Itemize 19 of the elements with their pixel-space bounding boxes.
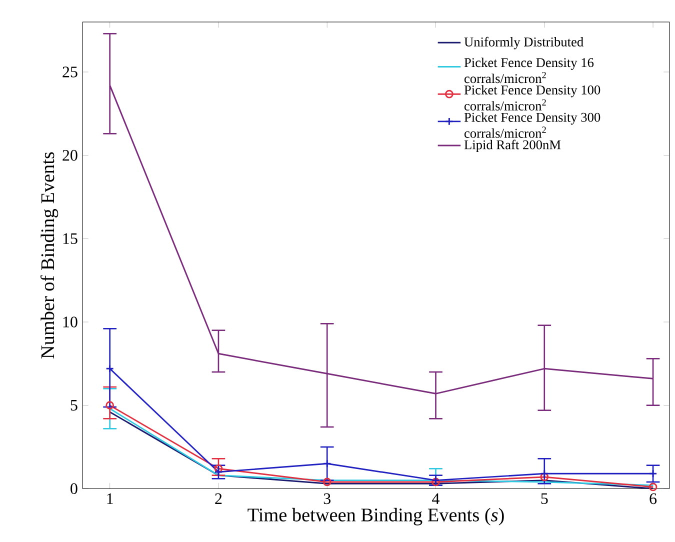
y-tick-label: 10 xyxy=(63,316,78,328)
y-tick-label: 5 xyxy=(70,400,78,411)
x-tick-label: 5 xyxy=(541,493,548,504)
y-axis-title: Number of Binding Events xyxy=(40,152,58,358)
x-tick-label: 4 xyxy=(432,493,440,504)
legend-label: Lipid Raft 200nM xyxy=(464,140,561,152)
x-tick-label: 2 xyxy=(215,493,222,504)
legend-label: Picket Fence Density 100 corrals/micron$^{2}$ xyxy=(464,85,600,110)
x-tick-label: 6 xyxy=(650,493,657,504)
legend-label: Uniformly Distributed xyxy=(464,36,584,50)
legend-label: Picket Fence Density 300 corrals/micron$^{2}$ xyxy=(464,112,600,138)
legend-label: Picket Fence Density 16 corrals/micron$^{2}$ xyxy=(464,58,594,84)
y-tick-label: 0 xyxy=(70,483,78,494)
x-tick-label: 3 xyxy=(324,493,330,504)
y-tick-label: 25 xyxy=(62,66,78,78)
y-tick-label: 20 xyxy=(62,150,78,161)
y-tick-label: 15 xyxy=(63,233,78,244)
x-tick-label: 1 xyxy=(107,493,113,504)
x-axis-title: Time between Binding Events (s) xyxy=(248,508,504,526)
